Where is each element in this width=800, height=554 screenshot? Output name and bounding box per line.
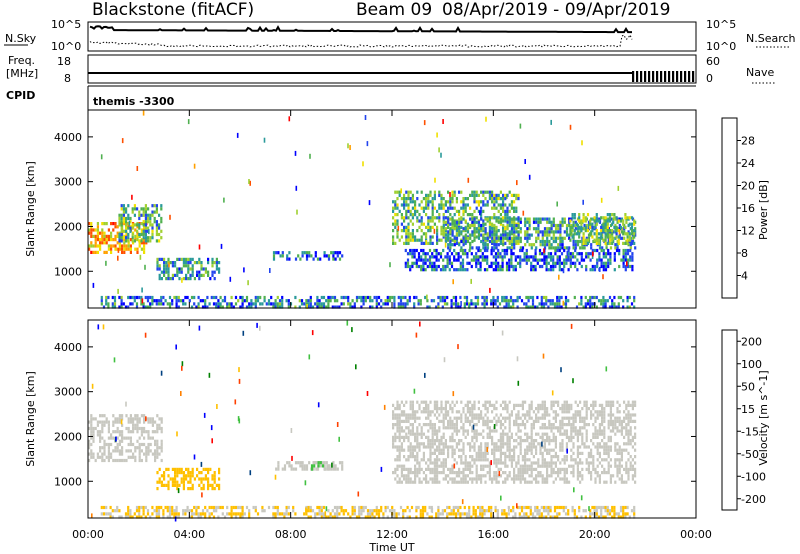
x-tick-label: 12:00 [376, 528, 408, 541]
beam-title: Beam 09 [356, 0, 432, 20]
colorbar-tick-label: 15 [741, 403, 755, 416]
velocity-ylabel: Slant Range [km] [24, 371, 37, 467]
nsky-tick-right-bottom: 10^0 [706, 40, 736, 53]
nsky-trace [89, 25, 632, 34]
y-tick-label: 2000 [54, 430, 82, 443]
y-tick-label: 1000 [54, 265, 82, 278]
scatter-noise [91, 320, 608, 522]
nsearch-trace [89, 33, 633, 48]
y-tick-label: 4000 [54, 341, 82, 354]
freq-label: Freq. [8, 54, 35, 67]
nave-tick-right-top: 60 [706, 55, 720, 68]
y-tick-label: 3000 [54, 176, 82, 189]
station-title: Blackstone (fitACF) [92, 0, 254, 20]
nave-label: Nave [746, 66, 774, 79]
colorbar-tick-label: 8 [741, 247, 748, 260]
y-tick-label: 4000 [54, 131, 82, 144]
echo-region [272, 251, 344, 261]
scatter-noise [92, 110, 628, 309]
echo-region [156, 257, 221, 281]
velocity-colorbar-label: Velocity [m s^-1] [757, 370, 770, 465]
echo-region [404, 248, 634, 272]
x-tick-label: 00:00 [680, 528, 712, 541]
power-ylabel: Slant Range [km] [24, 161, 37, 257]
echo-region [310, 461, 331, 471]
freq-tick-left-bottom: 8 [64, 72, 71, 85]
power-y-ticks: 4000 3000 2000 1000 [54, 131, 696, 278]
cpid-value: themis -3300 [93, 95, 175, 108]
echo-region [100, 295, 636, 309]
cpid-label: CPID [6, 89, 35, 102]
power-panel: 4000 3000 2000 1000 Slant Range [km] [24, 109, 697, 309]
echo-region [569, 213, 636, 245]
freq-unit-label: [MHz] [6, 67, 38, 80]
nsky-label: N.Sky [5, 32, 37, 45]
cpid-panel: CPID themis -3300 [6, 85, 696, 110]
velocity-colorbar: 200 100 50 15 -15 -50 -100 -200 [721, 329, 766, 511]
velocity-y-ticks: 4000 3000 2000 1000 [54, 341, 696, 488]
nsky-tick-left-top: 10^5 [51, 18, 81, 31]
date-range-title: 08/Apr/2019 - 09/Apr/2019 [442, 0, 670, 20]
x-tick-label: 04:00 [173, 528, 205, 541]
colorbar-tick-label: 12 [741, 225, 755, 238]
freq-tick-left-top: 18 [57, 55, 71, 68]
nsky-tick-left-bottom: 10^0 [51, 40, 81, 53]
colorbar-tick-label: -50 [741, 448, 759, 461]
colorbar-tick-label: 20 [741, 180, 755, 193]
nsky-panel: N.Sky 10^5 10^0 10^5 10^0 N.Search [4, 18, 796, 53]
colorbar-tick-label: 100 [741, 358, 762, 371]
colorbar-tick-label: 24 [741, 157, 755, 170]
colorbar-tick-label: 50 [741, 380, 755, 393]
time-axis-label: Time UT [368, 541, 414, 554]
colorbar-tick-label: -15 [741, 425, 759, 438]
colorbar-tick-label: 200 [741, 335, 762, 348]
colorbar-tick-label: 28 [741, 135, 755, 148]
power-x-ticks [87, 110, 697, 308]
power-colorbar-label: Power [dB] [757, 180, 770, 240]
y-tick-label: 1000 [54, 475, 82, 488]
x-tick-label: 20:00 [579, 528, 611, 541]
velocity-panel: 4000 3000 2000 1000 00:00 04:00 08:00 12:00 16:… [24, 319, 712, 554]
nsky-tick-right-top: 10^5 [706, 18, 736, 31]
power-colorbar: 28 24 20 16 12 8 4 [721, 117, 755, 299]
nsearch-label: N.Search [746, 32, 796, 45]
colorbar-tick-label: -100 [741, 470, 766, 483]
x-tick-label: 08:00 [275, 528, 307, 541]
nave-trace [632, 71, 695, 82]
colorbar-tick-label: 4 [741, 270, 748, 283]
echo-region [100, 505, 636, 519]
y-tick-label: 2000 [54, 220, 82, 233]
colorbar-tick-label: 16 [741, 202, 755, 215]
velocity-x-ticks: 00:00 04:00 08:00 12:00 16:00 20:00 00:00 [72, 320, 712, 541]
nave-tick-right-bottom: 0 [706, 72, 713, 85]
freq-panel: Freq. [MHz] 18 8 60 0 Nave [6, 54, 776, 85]
echo-region [156, 467, 221, 491]
echo-region [88, 414, 163, 463]
x-tick-label: 16:00 [477, 528, 509, 541]
x-tick-label: 00:00 [72, 528, 104, 541]
y-tick-label: 3000 [54, 386, 82, 399]
power-echo-layer [88, 110, 637, 309]
colorbar-tick-label: -200 [741, 493, 766, 506]
echo-region [118, 204, 163, 243]
velocity-echo-layer [88, 320, 637, 522]
